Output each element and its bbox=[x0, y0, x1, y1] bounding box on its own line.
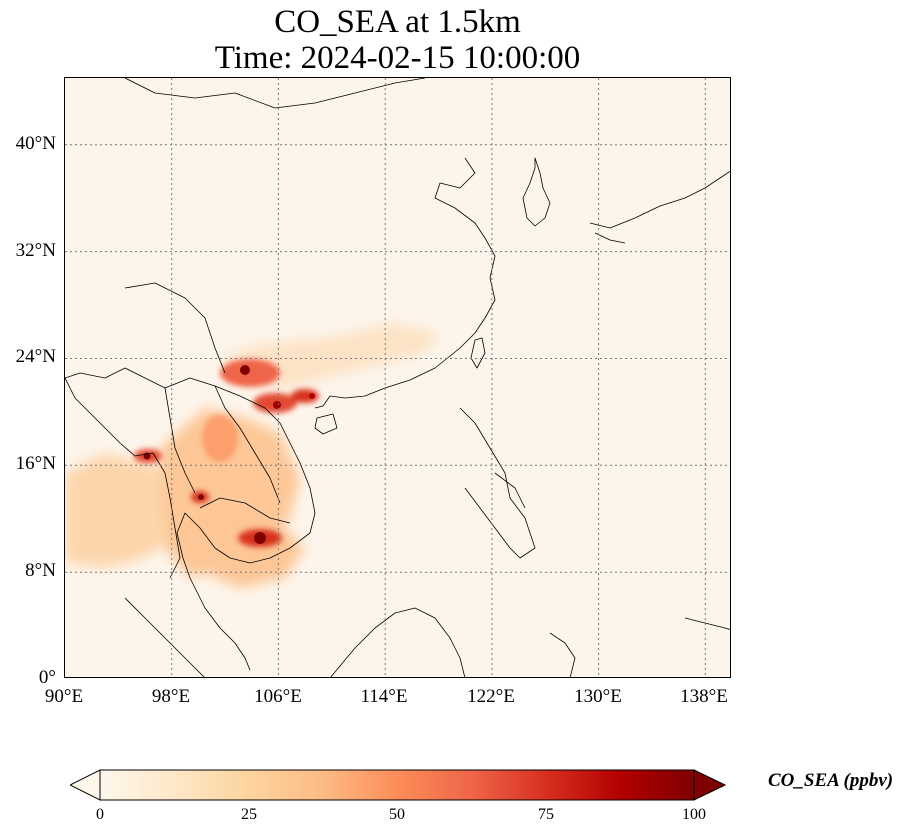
colorbar-tick-label: 0 bbox=[96, 806, 104, 823]
plot-title-line1: CO_SEA at 1.5km bbox=[274, 4, 521, 40]
coastline-taiwan bbox=[470, 337, 486, 369]
y-tick-label: 24°N bbox=[15, 346, 56, 367]
hotspot-north-vietnam bbox=[240, 365, 250, 375]
x-tick-label: 114°E bbox=[360, 686, 408, 707]
map-panel bbox=[64, 77, 731, 678]
coastline-hainan bbox=[314, 413, 338, 435]
colorbar-tick-label: 75 bbox=[538, 806, 554, 823]
plume-core-north-vietnam bbox=[220, 359, 280, 387]
coastline-japan bbox=[589, 170, 730, 244]
colorbar-extend-min bbox=[68, 769, 101, 801]
hotspot-red-river bbox=[273, 401, 281, 409]
colorbar-label: CO_SEA (ppbv) bbox=[768, 770, 894, 791]
plume-west-myanmar bbox=[65, 453, 190, 568]
colorbar-graphic bbox=[68, 769, 727, 801]
coastline-sumatra bbox=[124, 597, 205, 677]
border-laos-vietnam bbox=[214, 385, 281, 504]
colorbar-extend-max bbox=[693, 769, 727, 801]
colorbar-tick-label: 100 bbox=[682, 806, 706, 823]
coastline-china-east bbox=[314, 157, 496, 409]
hotspot-bangkok bbox=[198, 494, 204, 500]
coastline-borneo bbox=[330, 607, 466, 677]
border-china-north bbox=[124, 78, 426, 109]
coastline-myanmar-west bbox=[65, 377, 181, 579]
x-tick-label: 106°E bbox=[254, 686, 302, 707]
plume-core-guangdong bbox=[291, 389, 319, 403]
x-tick-label: 90°E bbox=[44, 686, 84, 707]
coastline-korea bbox=[522, 157, 551, 227]
y-tick-label: 0° bbox=[38, 667, 56, 688]
border-myanmar-thailand bbox=[164, 387, 196, 494]
co-concentration-field bbox=[65, 323, 440, 588]
hotspot-guangdong bbox=[309, 393, 315, 399]
plume-gulf-thailand bbox=[175, 508, 305, 588]
plot-title-line2: Time: 2024-02-15 10:00:00 bbox=[214, 40, 581, 76]
colorbar-tick-label: 25 bbox=[241, 806, 257, 823]
colorbar-tick-label: 50 bbox=[389, 806, 405, 823]
colorbar bbox=[68, 768, 727, 802]
coastline-sulawesi bbox=[549, 632, 576, 677]
x-tick-label: 98°E bbox=[151, 686, 191, 707]
colorbar-body bbox=[99, 769, 695, 801]
coastline-new-guinea bbox=[684, 617, 730, 630]
border-thailand-cambodia bbox=[199, 497, 291, 524]
gridlines bbox=[65, 78, 730, 677]
y-tick-label: 16°N bbox=[15, 453, 56, 474]
y-tick-label: 8°N bbox=[25, 560, 56, 581]
coastline-philippines bbox=[459, 407, 536, 559]
border-southern-china bbox=[124, 282, 226, 374]
coastlines bbox=[65, 78, 730, 677]
map-canvas bbox=[65, 78, 730, 677]
x-tick-label: 138°E bbox=[680, 686, 728, 707]
x-tick-label: 130°E bbox=[574, 686, 622, 707]
hotspot-mekong bbox=[254, 532, 266, 544]
y-tick-label: 32°N bbox=[15, 240, 56, 261]
x-tick-label: 122°E bbox=[467, 686, 515, 707]
plume-mid-laos bbox=[202, 414, 238, 462]
y-tick-label: 40°N bbox=[15, 133, 56, 154]
